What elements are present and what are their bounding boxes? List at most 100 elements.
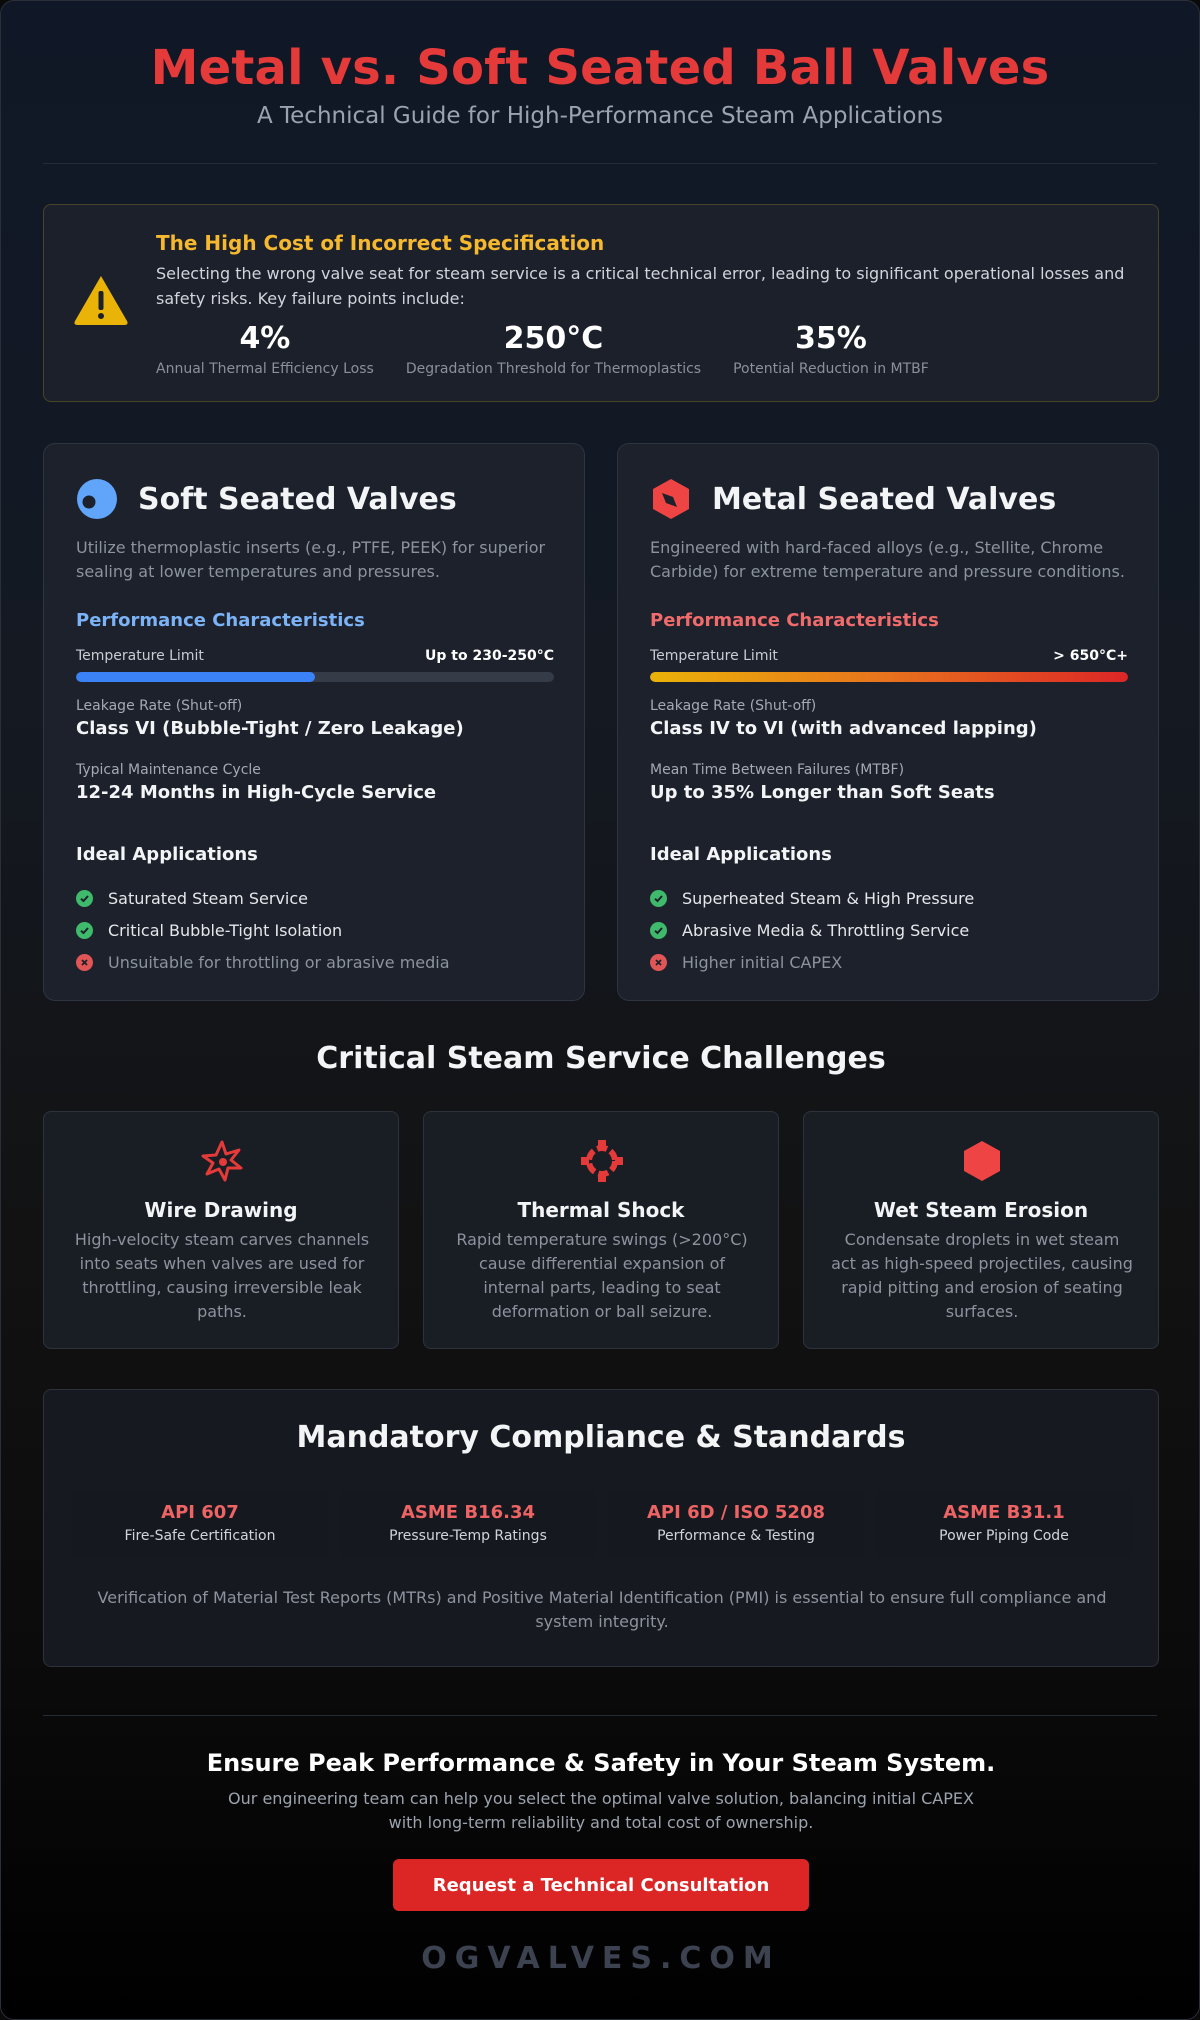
erosion-icon <box>964 1141 1000 1181</box>
cta-title: Ensure Peak Performance & Safety in Your… <box>206 1749 996 1777</box>
stat-value: 4% <box>239 321 291 356</box>
compliance-section: Mandatory Compliance & Standards API 607… <box>43 1389 1159 1667</box>
card-description: Utilize thermoplastic inserts (e.g., PTF… <box>76 538 546 581</box>
applications-list: Saturated Steam Service Critical Bubble-… <box>76 882 450 978</box>
standard-desc: Fire-Safe Certification <box>124 1528 276 1544</box>
temperature-meter-fill <box>76 672 315 682</box>
stat-degradation-threshold: 250°C Degradation Threshold for Thermopl… <box>406 321 701 377</box>
challenge-title: Wire Drawing <box>144 1198 298 1222</box>
stat-label: Potential Reduction in MTBF <box>733 361 929 377</box>
list-item: Saturated Steam Service <box>76 882 450 914</box>
cost-alert-box: The High Cost of Incorrect Specification… <box>43 204 1159 402</box>
cross-icon <box>650 953 667 971</box>
challenge-card-wire-drawing: Wire Drawing High-velocity steam carves … <box>43 1111 399 1349</box>
standard-code: API 6D / ISO 5208 <box>647 1502 825 1523</box>
ideal-applications-heading: Ideal Applications <box>76 844 258 865</box>
spec-value: Class IV to VI (with advanced lapping) <box>650 718 1037 739</box>
standard-desc: Performance & Testing <box>657 1528 815 1544</box>
spec-label: Mean Time Between Failures (MTBF) <box>650 762 905 778</box>
footer-brand: OGVALVES.COM <box>421 1941 781 1976</box>
performance-heading: Performance Characteristics <box>650 610 939 631</box>
card-title: Metal Seated Valves <box>712 481 1057 517</box>
compliance-heading: Mandatory Compliance & Standards <box>296 1420 906 1455</box>
performance-heading: Performance Characteristics <box>76 610 365 631</box>
list-item: Higher initial CAPEX <box>650 946 974 978</box>
check-icon <box>76 921 93 939</box>
alert-text: Selecting the wrong valve seat for steam… <box>156 264 1125 308</box>
standards-row: API 607 Fire-Safe Certification ASME B16… <box>72 1490 1132 1558</box>
temperature-meter <box>650 672 1128 682</box>
spec-label: Typical Maintenance Cycle <box>76 762 261 778</box>
standard-code: ASME B16.34 <box>400 1502 536 1523</box>
alert-title: The High Cost of Incorrect Specification <box>156 231 605 255</box>
list-item-label: Higher initial CAPEX <box>682 952 843 972</box>
spec-value: Up to 35% Longer than Soft Seats <box>650 782 995 803</box>
stat-value: 250°C <box>503 321 604 356</box>
standard-api-6d-iso-5208: API 6D / ISO 5208 Performance & Testing <box>608 1490 864 1558</box>
leakage-spec: Leakage Rate (Shut-off) Class VI (Bubble… <box>76 698 556 739</box>
page-header: Metal vs. Soft Seated Ball Valves A Tech… <box>1 1 1199 129</box>
standard-asme-b31-1: ASME B31.1 Power Piping Code <box>876 1490 1132 1558</box>
challenges-heading: Critical Steam Service Challenges <box>316 1041 886 1076</box>
compliance-note: Verification of Material Test Reports (M… <box>97 1588 1107 1631</box>
wire-drawing-icon <box>201 1140 243 1182</box>
mtbf-spec: Mean Time Between Failures (MTBF) Up to … <box>650 762 1130 803</box>
stat-label: Degradation Threshold for Thermoplastics <box>405 361 702 377</box>
list-item: Unsuitable for throttling or abrasive me… <box>76 946 450 978</box>
list-item-label: Unsuitable for throttling or abrasive me… <box>108 952 450 972</box>
list-item-label: Critical Bubble-Tight Isolation <box>108 920 343 940</box>
list-item: Superheated Steam & High Pressure <box>650 882 974 914</box>
metal-seat-icon <box>653 479 689 519</box>
warning-icon <box>74 276 128 325</box>
challenge-title: Wet Steam Erosion <box>873 1198 1089 1222</box>
temperature-row: Temperature Limit > 650°C+ <box>650 648 1128 664</box>
check-icon <box>650 889 667 907</box>
temperature-value: > 650°C+ <box>1053 648 1128 664</box>
stat-label: Annual Thermal Efficiency Loss <box>156 361 374 377</box>
request-consultation-button[interactable]: Request a Technical Consultation <box>393 1859 809 1911</box>
spec-label: Leakage Rate (Shut-off) <box>650 698 817 714</box>
stat-mtbf-reduction: 35% Potential Reduction in MTBF <box>733 321 929 377</box>
ideal-applications-heading: Ideal Applications <box>650 844 832 865</box>
standard-api-607: API 607 Fire-Safe Certification <box>72 1490 328 1558</box>
thermal-shock-icon <box>581 1140 623 1182</box>
challenge-card-thermal-shock: Thermal Shock Rapid temperature swings (… <box>423 1111 779 1349</box>
header-divider <box>43 163 1157 164</box>
spec-value: Class VI (Bubble-Tight / Zero Leakage) <box>76 718 464 739</box>
card-description: Engineered with hard-faced alloys (e.g.,… <box>650 538 1125 581</box>
card-header: Soft Seated Valves <box>76 478 457 520</box>
check-icon <box>650 921 667 939</box>
list-item: Abrasive Media & Throttling Service <box>650 914 974 946</box>
challenge-title: Thermal Shock <box>517 1198 685 1222</box>
challenge-card-wet-steam-erosion: Wet Steam Erosion Condensate droplets in… <box>803 1111 1159 1349</box>
standard-asme-b16-34: ASME B16.34 Pressure-Temp Ratings <box>340 1490 596 1558</box>
stat-value: 35% <box>795 321 867 356</box>
temperature-row: Temperature Limit Up to 230-250°C <box>76 648 554 664</box>
list-item-label: Abrasive Media & Throttling Service <box>682 920 970 940</box>
standard-code: API 607 <box>161 1502 239 1523</box>
maintenance-spec: Typical Maintenance Cycle 12-24 Months i… <box>76 762 556 803</box>
standard-desc: Pressure-Temp Ratings <box>389 1528 547 1544</box>
standard-desc: Power Piping Code <box>939 1528 1069 1544</box>
alert-stats: 4% Annual Thermal Efficiency Loss 250°C … <box>156 321 929 377</box>
soft-seat-icon <box>77 479 117 519</box>
list-item-label: Superheated Steam & High Pressure <box>682 888 975 908</box>
cta-text: Our engineering team can help you select… <box>228 1789 974 1832</box>
challenge-text: Rapid temperature swings (>200°C) cause … <box>456 1230 748 1321</box>
spec-label: Leakage Rate (Shut-off) <box>76 698 243 714</box>
applications-list: Superheated Steam & High Pressure Abrasi… <box>650 882 974 978</box>
temperature-value: Up to 230-250°C <box>425 648 554 664</box>
standard-code: ASME B31.1 <box>943 1502 1065 1523</box>
cta-divider <box>43 1715 1157 1716</box>
cross-icon <box>76 953 93 971</box>
temperature-meter-fill <box>650 672 1128 682</box>
temperature-label: Temperature Limit <box>650 648 778 664</box>
spec-value: 12-24 Months in High-Cycle Service <box>76 782 437 803</box>
soft-seated-card: Soft Seated Valves Utilize thermoplastic… <box>43 443 585 1001</box>
metal-seated-card: Metal Seated Valves Engineered with hard… <box>617 443 1159 1001</box>
challenge-text: Condensate droplets in wet steam act as … <box>831 1230 1133 1321</box>
page-title: Metal vs. Soft Seated Ball Valves <box>150 40 1050 96</box>
page-subtitle: A Technical Guide for High-Performance S… <box>256 103 944 129</box>
check-icon <box>76 889 93 907</box>
